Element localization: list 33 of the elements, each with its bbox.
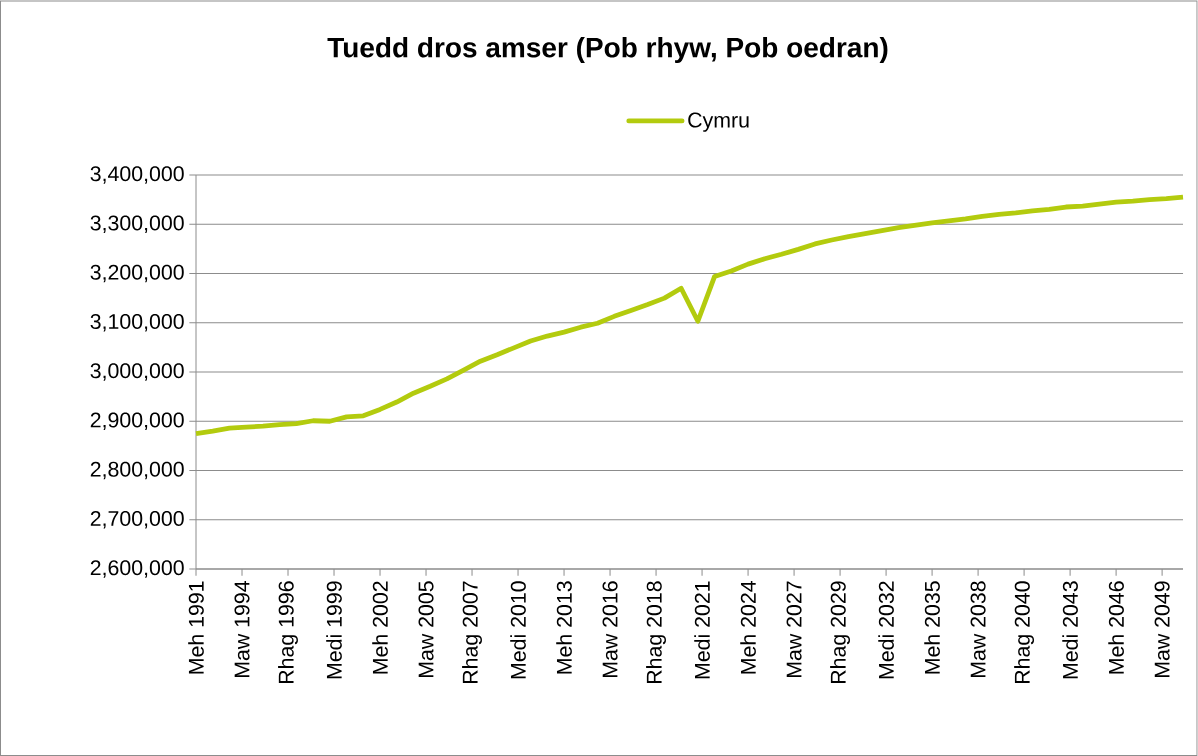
y-tick-label: 2,700,000 — [90, 510, 184, 529]
x-tick-label: Rhag 2018 — [646, 581, 666, 684]
chart-title: Tuedd dros amser (Pob rhyw, Pob oedran) — [327, 36, 888, 64]
x-tick-label: Meh 2024 — [740, 581, 756, 674]
x-tick-label: Meh 2035 — [924, 581, 940, 674]
x-tick-label: Medi 1999 — [326, 581, 342, 679]
x-tick-label: Meh 2013 — [556, 581, 572, 674]
x-tick-label: Medi 2032 — [878, 581, 894, 679]
y-tick-label: 3,200,000 — [90, 264, 184, 283]
x-tick-label: Meh 2046 — [1108, 581, 1124, 674]
x-tick-label: Meh 2002 — [372, 581, 388, 674]
y-tick-label: 3,100,000 — [90, 313, 184, 332]
x-tick-label: Maw 2027 — [786, 581, 802, 678]
y-tick-label: 2,800,000 — [90, 461, 184, 480]
x-tick-label: Meh 1991 — [188, 581, 204, 674]
x-tick-label: Maw 2038 — [970, 581, 986, 678]
x-tick-label: Medi 2021 — [694, 581, 710, 679]
y-tick-label: 3,300,000 — [90, 215, 184, 234]
x-tick-label: Maw 2049 — [1154, 581, 1170, 678]
x-tick-label: Maw 1994 — [234, 581, 250, 678]
y-tick-label: 2,600,000 — [90, 560, 184, 578]
x-tick-label: Rhag 2029 — [830, 581, 851, 684]
x-tick-label: Rhag 2007 — [462, 581, 482, 684]
x-tick-label: Medi 2010 — [510, 581, 526, 679]
y-tick-label: 3,400,000 — [90, 166, 184, 184]
x-tick-label: Medi 2043 — [1062, 581, 1078, 679]
x-tick-label: Maw 2005 — [418, 581, 434, 678]
x-tick-label: Rhag 1996 — [278, 581, 298, 684]
legend-label: Cymru — [688, 112, 749, 132]
y-tick-label: 2,900,000 — [90, 412, 184, 431]
x-tick-label: Rhag 2040 — [1014, 581, 1035, 684]
y-tick-label: 3,000,000 — [90, 363, 184, 381]
x-tick-label: Maw 2016 — [602, 581, 618, 678]
